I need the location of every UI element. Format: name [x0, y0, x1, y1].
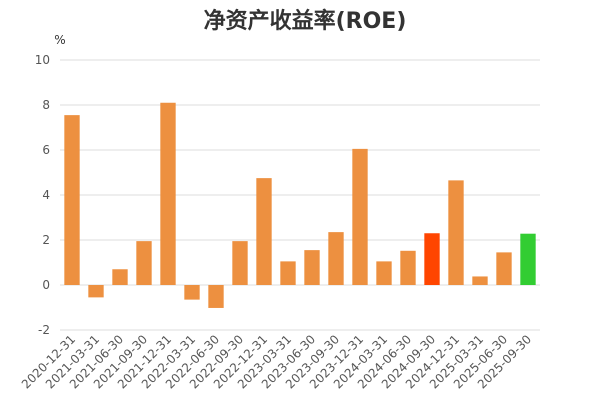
- y-tick-label: 8: [42, 98, 50, 112]
- bars: [64, 102, 536, 308]
- bar-2025-03-31: [472, 276, 488, 285]
- bar-2023-12-31: [352, 148, 368, 285]
- bar-2024-12-31: [448, 180, 464, 285]
- bar-2024-09-30: [424, 233, 440, 285]
- bar-2025-06-30: [496, 252, 512, 285]
- y-tick-label: 10: [35, 53, 50, 67]
- y-tick-label: 4: [42, 188, 50, 202]
- y-axis-ticks: -2 0 2 4 6 8 10: [35, 53, 50, 337]
- bar-2022-06-30: [208, 285, 224, 308]
- y-axis-unit: %: [54, 33, 65, 47]
- y-tick-label: 2: [42, 233, 50, 247]
- y-tick-label: -2: [38, 323, 50, 337]
- gridlines: [60, 59, 540, 331]
- y-tick-label: 6: [42, 143, 50, 157]
- x-axis-ticks: 2020-12-312021-03-312021-06-302021-09-30…: [19, 332, 534, 391]
- bar-2024-06-30: [400, 250, 416, 285]
- bar-2023-09-30: [328, 232, 344, 285]
- bar-2020-12-31: [64, 115, 80, 285]
- bar-2021-03-31: [88, 285, 104, 298]
- bar-2021-09-30: [136, 241, 152, 285]
- bar-2021-06-30: [112, 269, 128, 285]
- bar-2024-03-31: [376, 261, 392, 285]
- bar-2022-03-31: [184, 285, 200, 300]
- bar-2022-12-31: [256, 178, 272, 285]
- y-tick-label: 0: [42, 278, 50, 292]
- bar-2023-06-30: [304, 250, 320, 285]
- chart-title: 净资产收益率(ROE): [204, 8, 407, 34]
- bar-2025-09-30: [520, 233, 536, 285]
- bar-2021-12-31: [160, 102, 176, 285]
- bar-2023-03-31: [280, 261, 296, 285]
- bar-2022-09-30: [232, 241, 248, 285]
